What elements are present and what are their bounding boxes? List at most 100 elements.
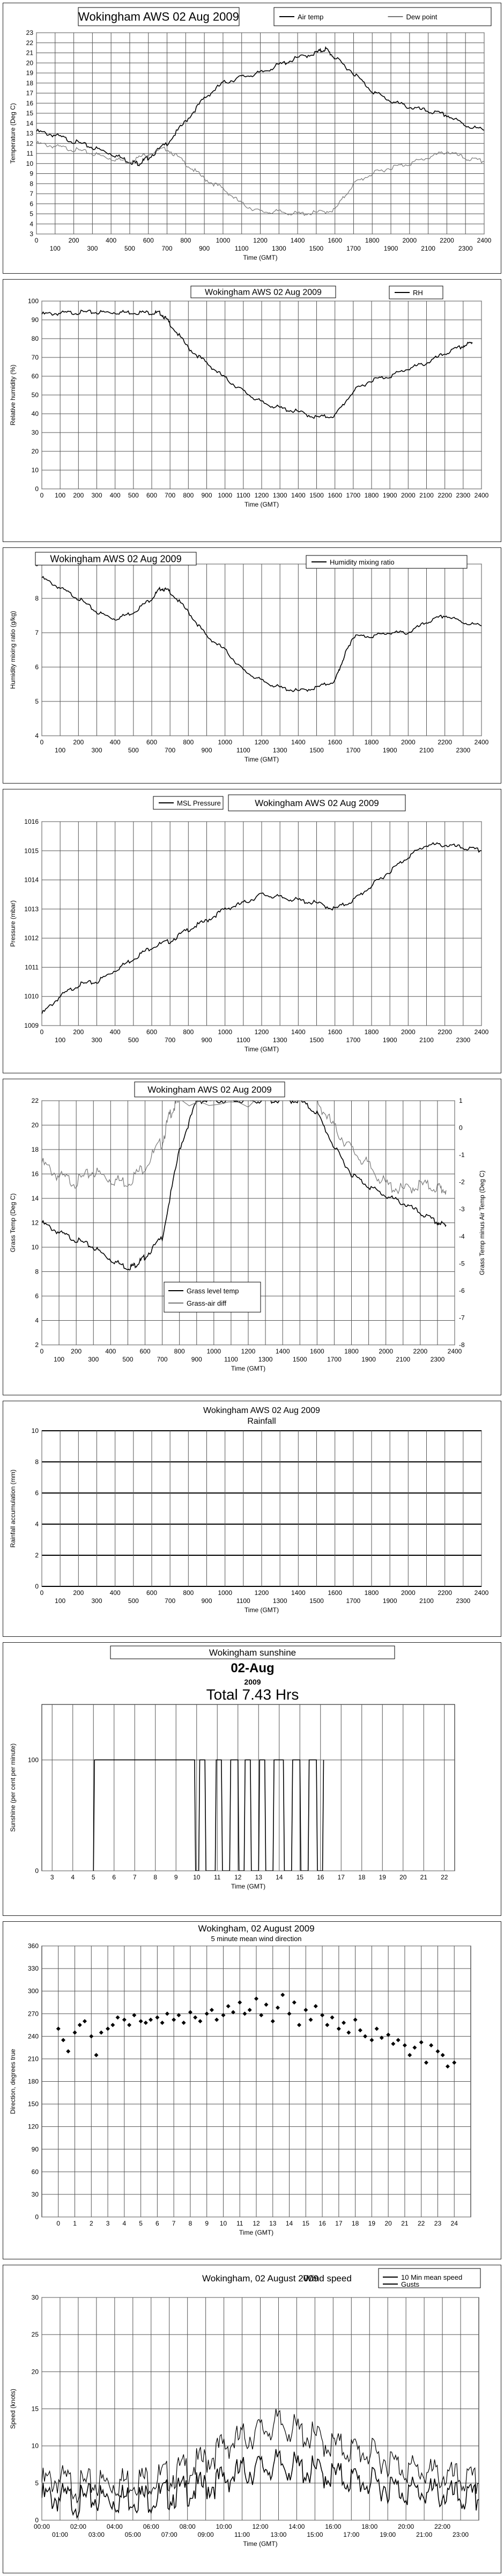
x-tick-label: 200 — [71, 1348, 81, 1355]
x-tick-label: 1300 — [272, 245, 286, 252]
x-tick-label: 200 — [73, 492, 84, 499]
wind-speed-chart: 0 5 10 15 20 25 30 00:00 02:00 04:00 06:00 08:00 10:… — [9, 2268, 481, 2548]
data-point — [330, 2015, 335, 2020]
data-point — [66, 2049, 71, 2054]
x-tick-label: 500 — [128, 1597, 139, 1605]
x-tick-label: 100 — [50, 245, 61, 252]
x-tick-label: 23:00 — [453, 2531, 469, 2538]
x-tick-label: 2200 — [438, 738, 452, 746]
y-tick-label: 5 — [35, 698, 39, 705]
y-tick-label: 1014 — [24, 876, 39, 884]
y-tick-label: 270 — [28, 2010, 39, 2017]
y-axis-label: Pressure (mbar) — [9, 901, 17, 947]
x-tick-label: 1000 — [218, 1028, 232, 1036]
x-tick-label: 700 — [165, 1597, 175, 1605]
series-line-gusts — [42, 2409, 479, 2504]
data-point — [110, 2023, 115, 2028]
x-tick-label: 1000 — [218, 1589, 232, 1597]
series-line-sunshine — [93, 1759, 324, 1871]
y-tick-label: 23 — [26, 29, 34, 36]
y-tick-label: 1015 — [24, 847, 39, 854]
x-tick-label: 200 — [69, 237, 79, 244]
x-tick-label: 0 — [35, 237, 39, 244]
y-tick-label: 8 — [29, 180, 33, 187]
x-tick-label: 06:00 — [143, 2523, 159, 2530]
y-tick-label: 10 — [32, 1243, 39, 1251]
chart-subtitle: Wind speed — [303, 2273, 352, 2284]
y2-tick-label: -6 — [459, 1287, 465, 1294]
x-tick-label: 1300 — [273, 747, 287, 754]
data-point — [280, 1993, 285, 1997]
data-point — [292, 2000, 297, 2005]
x-tick-label: 1600 — [328, 492, 342, 499]
x-tick-label: 500 — [124, 245, 135, 252]
x-axis-label: Time (GMT) — [244, 1606, 279, 1614]
x-tick-label: 600 — [146, 1589, 157, 1597]
data-point — [214, 2017, 219, 2022]
chart-title: Wokingham AWS 02 Aug 2009 — [78, 10, 239, 24]
x-tick-label: 2100 — [419, 1597, 434, 1605]
x-tick-label: 1800 — [344, 1348, 359, 1355]
data-point — [313, 2004, 318, 2009]
data-point — [297, 2023, 301, 2028]
y-tick-label: 20 — [32, 2368, 39, 2375]
y-axis-label: Direction, degrees true — [9, 2048, 17, 2114]
y-tick-label: 1009 — [24, 1022, 39, 1029]
y-tick-label: 16 — [26, 99, 34, 107]
y-tick-label: 100 — [28, 297, 39, 305]
x-tick-label: 07:00 — [161, 2531, 177, 2538]
y-tick-label: 20 — [32, 448, 39, 455]
x-tick-label: 1700 — [327, 1356, 342, 1363]
x-tick-label: 5 — [92, 1874, 95, 1881]
data-point — [149, 2017, 153, 2022]
x-tick-label: 700 — [162, 245, 173, 252]
data-point — [287, 2011, 292, 2016]
series-line-grass-level-temp — [42, 1101, 447, 1271]
x-tick-label: 04:00 — [107, 2523, 123, 2530]
y-tick-label: 4 — [35, 732, 39, 740]
data-point — [122, 2017, 127, 2022]
y-tick-label: 15 — [26, 109, 34, 117]
x-tick-label: 21:00 — [416, 2531, 432, 2538]
x-tick-label: 800 — [183, 1028, 194, 1036]
y-axis-label: Rainfall accumulation (mm) — [9, 1469, 17, 1547]
x-tick-label: 13:00 — [270, 2531, 286, 2538]
x-tick-label: 700 — [165, 1036, 175, 1044]
x-tick-label: 1700 — [346, 1597, 360, 1605]
y-tick-label: 70 — [32, 354, 39, 361]
x-tick-label: 2200 — [413, 1348, 427, 1355]
x-tick-label: 14 — [286, 2220, 293, 2227]
x-tick-label: 7 — [172, 2220, 176, 2227]
data-point — [369, 2038, 374, 2043]
title-box — [110, 1645, 395, 1659]
mixing-ratio-chart: 4567890200400600800100012001400160018002… — [9, 552, 489, 763]
x-tick-label: 16:00 — [325, 2523, 341, 2530]
y-tick-label: 50 — [32, 391, 39, 399]
data-point — [89, 2034, 94, 2039]
x-tick-label: 12 — [234, 1874, 242, 1881]
chart-subtitle: Rainfall — [247, 1417, 276, 1426]
x-tick-label: 1600 — [328, 738, 342, 746]
y-tick-label: 30 — [32, 2191, 39, 2198]
x-tick-label: 1800 — [365, 1589, 379, 1597]
data-point — [276, 2006, 280, 2010]
x-tick-label: 1200 — [255, 492, 269, 499]
x-tick-label: 02:00 — [70, 2523, 86, 2530]
data-point — [198, 2019, 203, 2024]
x-tick-label: 14:00 — [288, 2523, 305, 2530]
data-point — [270, 2019, 275, 2024]
x-tick-label: 2400 — [475, 1589, 489, 1597]
temperature-chart: 3 4 5 6 7 8 9 10 11 12 13 14 15 16 17 18 19 20 21 22 23 0 200 4… — [9, 7, 492, 261]
y-tick-label: 1011 — [25, 963, 39, 971]
data-point — [363, 2034, 368, 2039]
y-tick-label: 6 — [35, 663, 39, 671]
rainfall-chart-panel: 0 2 4 6 8 10 0 200 400 600 800 1000 1200 1400 1600 1800… — [3, 1401, 501, 1637]
x-axis-label: Time (GMT) — [243, 2540, 277, 2548]
x-tick-label: 1500 — [309, 1597, 324, 1605]
y-tick-label: 60 — [32, 2168, 39, 2176]
legend-box — [273, 7, 492, 26]
y-tick-label: 6 — [35, 1292, 39, 1300]
title-box — [190, 286, 336, 298]
